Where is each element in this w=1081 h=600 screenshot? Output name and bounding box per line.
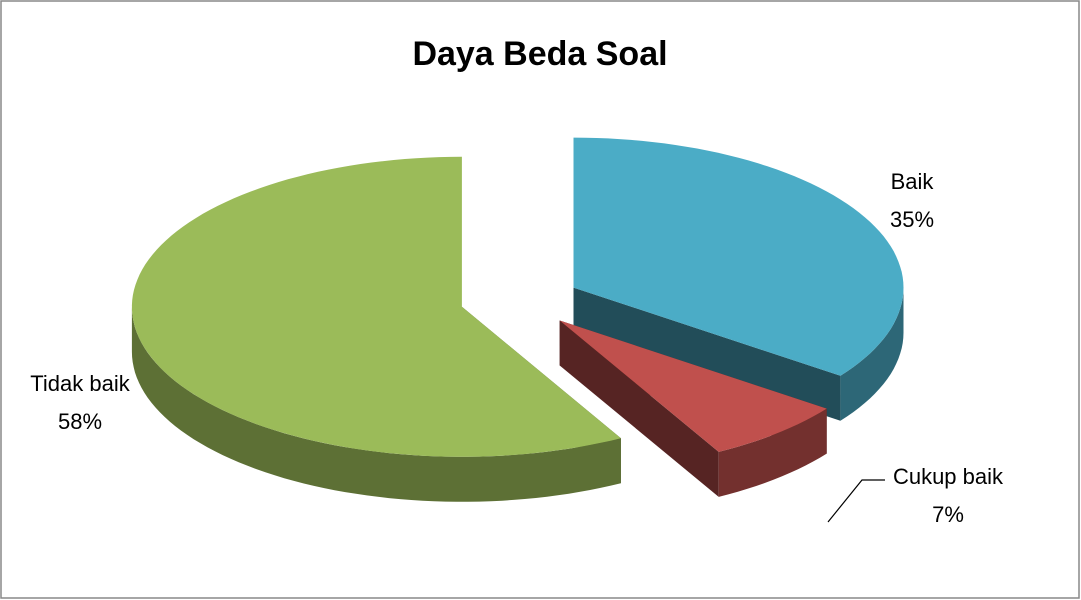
slice-side bbox=[559, 320, 719, 497]
slice-rim bbox=[840, 287, 904, 421]
slice-rim bbox=[718, 408, 827, 497]
slice-label-name: Cukup baik bbox=[893, 464, 1004, 489]
labels: Baik 35% Cukup baik 7% Tidak baik 58% bbox=[30, 169, 1004, 527]
pie bbox=[131, 137, 904, 502]
slice bbox=[131, 156, 621, 457]
slice-label-value: 58% bbox=[58, 409, 102, 434]
slice bbox=[573, 137, 904, 376]
chart-title: Daya Beda Soal bbox=[412, 35, 667, 73]
slice-label-name: Tidak baik bbox=[30, 371, 130, 396]
slice bbox=[559, 320, 827, 452]
slice-label-value: 7% bbox=[932, 502, 964, 527]
slice-label-value: 35% bbox=[890, 207, 934, 232]
slice-side bbox=[573, 287, 841, 421]
slice-rim bbox=[131, 306, 621, 502]
slice-label-name: Baik bbox=[891, 169, 935, 194]
leader-line bbox=[827, 479, 885, 523]
